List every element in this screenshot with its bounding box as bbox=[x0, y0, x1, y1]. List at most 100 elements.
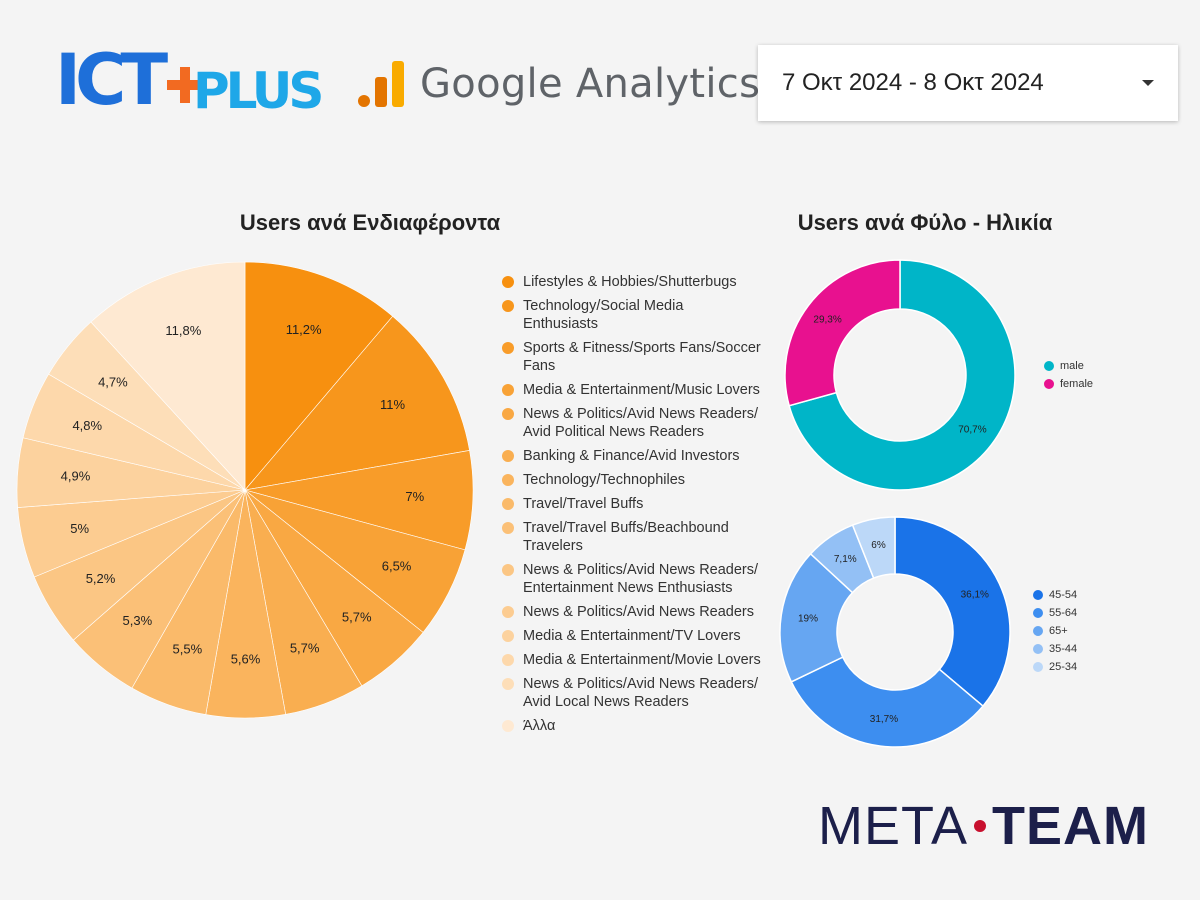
gender-age-chart-title: Users ανά Φύλο - Ηλικία bbox=[797, 210, 1053, 235]
legend-swatch bbox=[502, 720, 514, 732]
interests-legend-item: Sports & Fitness/Sports Fans/Soccer Fans bbox=[502, 339, 762, 375]
interests-slice bbox=[90, 261, 246, 491]
age-slice bbox=[790, 656, 985, 748]
interests-data-label: 5,6% bbox=[231, 651, 261, 666]
legend-label: male bbox=[1060, 360, 1084, 372]
age-data-label: 19% bbox=[798, 614, 818, 625]
legend-swatch bbox=[502, 564, 514, 576]
legend-swatch bbox=[502, 342, 514, 354]
red-dot bbox=[974, 820, 986, 832]
legend-swatch bbox=[502, 606, 514, 618]
interests-data-label: 6,5% bbox=[382, 558, 412, 573]
legend-swatch bbox=[1033, 608, 1043, 618]
legend-label: Travel/Travel Buffs/Beachbound Travelers bbox=[523, 520, 729, 554]
legend-label: News & Politics/Avid News Readers bbox=[523, 604, 755, 620]
interests-legend-item: Technology/Technophiles bbox=[502, 471, 762, 489]
legend-label: 55-64 bbox=[1049, 607, 1078, 619]
interests-legend-item: Lifestyles & Hobbies/Shutterbugs bbox=[502, 273, 762, 291]
plus-bar-v bbox=[180, 67, 190, 103]
gender-slice bbox=[784, 259, 901, 407]
legend-swatch bbox=[1033, 590, 1043, 600]
interests-slice bbox=[244, 315, 470, 491]
chevron-down-icon[interactable] bbox=[1142, 80, 1154, 86]
interests-legend-item: News & Politics/Avid News Readers/ Avid … bbox=[502, 675, 762, 711]
interests-legend-item: Άλλα bbox=[502, 717, 762, 735]
age-donut-chart: 36,1% 31,7% 19% 7,1% 6% bbox=[779, 516, 1011, 748]
legend-label: Banking & Finance/Avid Investors bbox=[523, 448, 740, 464]
interests-legend-item: News & Politics/Avid News Readers/ Enter… bbox=[502, 561, 762, 597]
legend-label: 35-44 bbox=[1049, 643, 1078, 655]
legend-swatch bbox=[502, 654, 514, 666]
google-analytics-logo: Google Analytics bbox=[356, 58, 760, 110]
gender-legend-item: male bbox=[1044, 359, 1093, 373]
interests-legend-item: Banking & Finance/Avid Investors bbox=[502, 447, 762, 465]
interests-data-label: 5,2% bbox=[86, 571, 116, 586]
age-slice bbox=[779, 552, 854, 683]
date-range-value: 7 Οκτ 2024 - 8 Οκτ 2024 bbox=[782, 69, 1044, 96]
interests-legend-item: Travel/Travel Buffs bbox=[502, 495, 762, 513]
ict-text: ICT bbox=[55, 39, 168, 121]
age-legend-item: 35-44 bbox=[1033, 642, 1077, 656]
age-data-label: 7,1% bbox=[834, 554, 857, 565]
team-text: TEAM bbox=[992, 796, 1149, 856]
interests-slice bbox=[244, 261, 394, 491]
legend-swatch bbox=[502, 276, 514, 288]
legend-label: Sports & Fitness/Sports Fans/Soccer Fans bbox=[523, 340, 761, 374]
interests-legend-item: Media & Entertainment/TV Lovers bbox=[502, 627, 762, 645]
legend-label: Media & Entertainment/Movie Lovers bbox=[523, 652, 761, 668]
interests-data-label: 5,5% bbox=[173, 641, 203, 656]
interests-legend: Lifestyles & Hobbies/Shutterbugs Technolo… bbox=[502, 273, 762, 741]
legend-swatch bbox=[502, 384, 514, 396]
analytics-icon bbox=[358, 61, 404, 107]
age-data-label: 31,7% bbox=[870, 714, 898, 725]
legend-label: Lifestyles & Hobbies/Shutterbugs bbox=[523, 274, 737, 290]
legend-swatch bbox=[1044, 361, 1054, 371]
legend-swatch bbox=[502, 300, 514, 312]
legend-label: Media & Entertainment/TV Lovers bbox=[523, 628, 741, 644]
legend-label: Travel/Travel Buffs bbox=[523, 496, 644, 512]
age-slice bbox=[851, 516, 896, 580]
interests-data-label: 11,2% bbox=[286, 322, 322, 337]
interests-legend-item: Media & Entertainment/Movie Lovers bbox=[502, 651, 762, 669]
legend-label: News & Politics/Avid News Readers/ Enter… bbox=[523, 562, 759, 596]
legend-label: Media & Entertainment/Music Lovers bbox=[523, 382, 760, 398]
plus-text: PLUS bbox=[193, 62, 321, 120]
legend-swatch bbox=[1033, 626, 1043, 636]
legend-label: Άλλα bbox=[523, 718, 556, 734]
age-data-label: 36,1% bbox=[961, 590, 989, 601]
legend-label: 45-54 bbox=[1049, 589, 1078, 601]
ga-title: Google Analytics bbox=[420, 61, 761, 107]
age-legend-item: 65+ bbox=[1033, 624, 1077, 638]
gender-data-label: 70,7% bbox=[958, 425, 986, 436]
ictplus-logo: ICT PLUS bbox=[55, 39, 325, 121]
gender-slice bbox=[788, 259, 1016, 491]
legend-label: Technology/Social Media Enthusiasts bbox=[523, 298, 684, 332]
interests-legend-item: Media & Entertainment/Music Lovers bbox=[502, 381, 762, 399]
legend-swatch bbox=[1033, 644, 1043, 654]
interests-legend-item: Travel/Travel Buffs/Beachbound Travelers bbox=[502, 519, 762, 555]
interests-chart-title: Users ανά Ενδιαφέροντα bbox=[239, 210, 501, 235]
age-legend-item: 25-34 bbox=[1033, 660, 1077, 674]
age-legend: 45-54 55-64 65+ 35-44 25-34 bbox=[1033, 588, 1077, 678]
interests-data-label: 4,9% bbox=[61, 468, 91, 483]
gender-legend-item: female bbox=[1044, 377, 1093, 391]
interests-legend-item: Technology/Social Media Enthusiasts bbox=[502, 297, 762, 333]
interests-data-label: 5,7% bbox=[342, 610, 372, 625]
metateam-logo: META TEAM bbox=[818, 795, 1149, 857]
interests-data-label: 11% bbox=[380, 397, 405, 412]
meta-text: META bbox=[818, 796, 968, 856]
legend-swatch bbox=[502, 450, 514, 462]
age-data-label: 6% bbox=[871, 540, 886, 551]
legend-swatch bbox=[1044, 379, 1054, 389]
interests-legend-item: News & Politics/Avid News Readers bbox=[502, 603, 762, 621]
legend-label: News & Politics/Avid News Readers/ Avid … bbox=[523, 406, 759, 440]
interests-data-label: 5% bbox=[70, 521, 89, 536]
legend-label: female bbox=[1060, 378, 1094, 390]
interests-data-label: 5,3% bbox=[123, 613, 153, 628]
legend-swatch bbox=[502, 498, 514, 510]
legend-label: News & Politics/Avid News Readers/ Avid … bbox=[523, 676, 759, 710]
date-range-dropdown[interactable]: 7 Οκτ 2024 - 8 Οκτ 2024 bbox=[758, 45, 1178, 121]
interests-pie-chart: 11,2% 11% 7% 6,5% 5,7% 5,7% 5,6% 5,5% 5,3% 5,2% 5%… bbox=[16, 261, 474, 719]
gender-donut-chart: 70,7% 29,3% bbox=[784, 259, 1016, 491]
interests-data-label: 11,8% bbox=[165, 323, 201, 338]
